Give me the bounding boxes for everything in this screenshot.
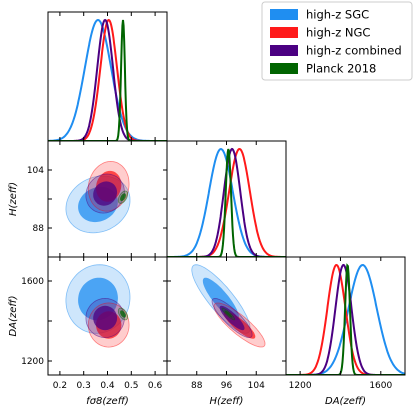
marginal-curve-planck-2018 [167, 148, 286, 257]
legend-label-high-z-ngc: high-z NGC [306, 26, 370, 40]
y-tick-label-DA: 1600 [21, 277, 44, 287]
x-tick-label-DA: 1600 [369, 381, 392, 391]
x-tick-label-DA: 1200 [289, 381, 312, 391]
y-axis-label-DA: DA(zeff) [8, 296, 19, 337]
panel-frame [285, 256, 406, 376]
x-tick-label-H: 104 [248, 381, 265, 391]
y-axis-label-H: H(zeff) [8, 182, 19, 216]
legend-label-high-z-combined: high-z combined [306, 44, 402, 58]
x-axis-label-DA: DA(zeff) [325, 396, 366, 407]
x-tick-label-fs8: 0.5 [124, 381, 138, 391]
legend-label-high-z-sgc: high-z SGC [306, 8, 369, 22]
y-tick-label-H: 88 [33, 224, 45, 234]
contour-panel-fs8-H [65, 160, 131, 234]
x-axis-label-H: H(zeff) [210, 396, 244, 407]
marginal-panel-fs8 [48, 18, 167, 141]
legend-swatch-high-z-ngc [270, 27, 298, 38]
x-tick-label-fs8: 0.3 [77, 381, 91, 391]
marginal-curve-planck-2018 [286, 263, 405, 375]
legend-box [261, 1, 413, 81]
y-tick-label-DA: 1200 [21, 357, 44, 367]
x-axis-label-fs8: fσ8(zeff) [86, 396, 129, 407]
x-tick-label-H: 96 [221, 381, 233, 391]
marginal-curve-high-z-ngc [167, 147, 286, 257]
panel-frame [47, 11, 168, 142]
marginal-panel-DA [286, 263, 405, 375]
x-tick-label-fs8: 0.6 [148, 381, 163, 391]
legend: high-z SGC high-z NGC high-z combined Planc… [261, 1, 413, 81]
contour-panel-fs8-DA [65, 264, 131, 348]
legend-swatch-high-z-combined [270, 45, 298, 56]
legend-swatch-planck-2018 [270, 63, 298, 74]
marginal-curve-planck-2018 [48, 19, 167, 141]
x-tick-label-fs8: 0.2 [53, 381, 67, 391]
marginal-curve-high-z-combined [286, 263, 405, 375]
marginal-curve-high-z-ngc [48, 18, 167, 141]
contour-68-high-z-combined [93, 305, 118, 331]
contour-68-high-z-sgc [202, 277, 239, 321]
marginal-curve-high-z-sgc [48, 18, 167, 141]
y-tick-label-H: 104 [27, 166, 44, 176]
marginal-curve-high-z-combined [48, 18, 167, 141]
x-tick-label-H: 88 [191, 381, 203, 391]
legend-swatch-high-z-sgc [270, 9, 298, 20]
contour-68-planck-2018 [120, 193, 126, 201]
contour-68-planck-2018 [224, 310, 233, 318]
contour-68-high-z-combined [93, 181, 118, 206]
contour-68-planck-2018 [120, 310, 126, 318]
legend-label-planck-2018: Planck 2018 [306, 62, 376, 76]
marginal-panel-H [167, 147, 286, 257]
x-tick-label-fs8: 0.4 [100, 381, 115, 391]
contour-panel-H-DA [191, 264, 266, 348]
